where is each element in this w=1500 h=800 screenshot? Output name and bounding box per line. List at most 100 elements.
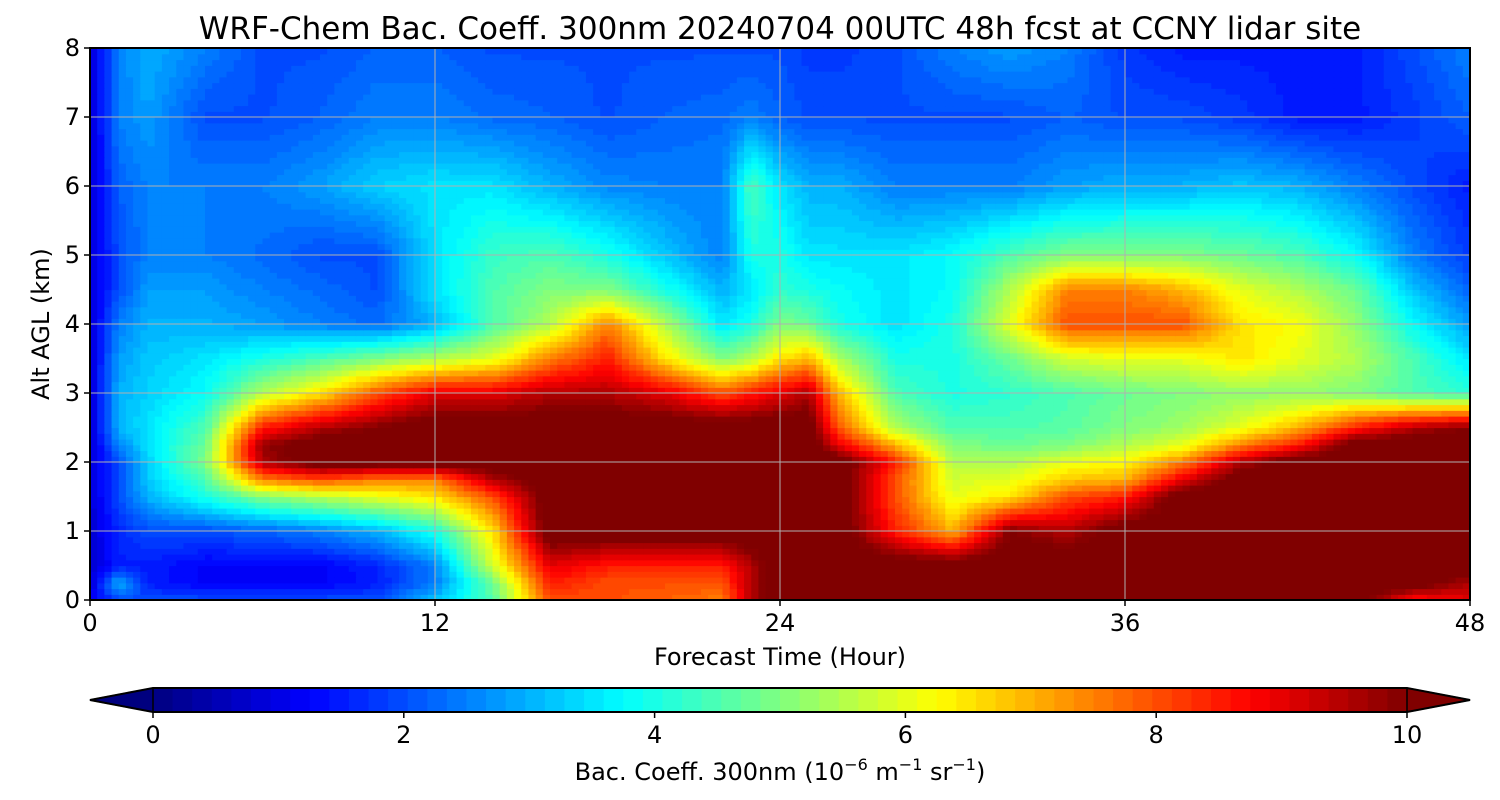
heatmap-cell xyxy=(988,496,997,503)
heatmap-cell xyxy=(585,502,594,509)
heatmap-cell xyxy=(449,513,458,521)
heatmap-cell xyxy=(406,467,415,475)
heatmap-cell xyxy=(974,594,982,601)
heatmap-cell xyxy=(801,548,810,555)
heatmap-cell xyxy=(514,554,522,561)
heatmap-cell xyxy=(1369,571,1378,578)
heatmap-cell xyxy=(298,513,307,521)
heatmap-cell xyxy=(1376,485,1385,492)
heatmap-cell xyxy=(521,531,530,538)
heatmap-cell xyxy=(111,502,120,509)
heatmap-cell xyxy=(190,536,199,544)
heatmap-cell xyxy=(787,559,795,567)
heatmap-cell xyxy=(1340,554,1349,561)
heatmap-cell xyxy=(169,485,177,492)
heatmap-cell xyxy=(923,594,932,601)
heatmap-cell xyxy=(1139,542,1148,549)
heatmap-cell xyxy=(1455,588,1464,595)
heatmap-cell xyxy=(550,462,558,469)
heatmap-cell xyxy=(621,456,630,463)
heatmap-cell xyxy=(535,571,544,578)
heatmap-cell xyxy=(938,519,946,526)
heatmap-cell xyxy=(959,588,968,595)
heatmap-cell xyxy=(355,588,364,595)
heatmap-cell xyxy=(1160,502,1169,509)
heatmap-cell xyxy=(442,594,450,601)
heatmap-cell xyxy=(1189,485,1198,492)
heatmap-cell xyxy=(535,462,544,469)
heatmap-cell xyxy=(571,577,580,584)
heatmap-cell xyxy=(1240,582,1248,590)
heatmap-cell xyxy=(1362,554,1370,561)
heatmap-cell xyxy=(758,496,767,503)
heatmap-cell xyxy=(391,519,400,526)
heatmap-cell xyxy=(593,502,601,509)
heatmap-cell xyxy=(1168,473,1176,480)
heatmap-cell xyxy=(708,456,716,463)
heatmap-cell xyxy=(1448,485,1457,492)
heatmap-cell xyxy=(1462,594,1471,601)
heatmap-cell xyxy=(1168,496,1176,503)
heatmap-cell xyxy=(1096,519,1105,526)
heatmap-cell xyxy=(125,519,134,526)
heatmap-cell xyxy=(895,571,903,578)
heatmap-cell xyxy=(1268,519,1277,526)
heatmap-cell xyxy=(1168,536,1176,544)
heatmap-cell xyxy=(140,571,149,578)
heatmap-cell xyxy=(578,588,587,595)
heatmap-cell xyxy=(1153,485,1162,492)
heatmap-cell xyxy=(700,496,709,503)
heatmap-cell xyxy=(700,462,709,469)
heatmap-cell xyxy=(643,559,652,567)
heatmap-cell xyxy=(729,531,738,538)
heatmap-cell xyxy=(449,479,458,486)
heatmap-cell xyxy=(427,565,436,572)
heatmap-cell xyxy=(1319,490,1327,498)
heatmap-cell xyxy=(772,485,781,492)
heatmap-cell xyxy=(298,571,307,578)
heatmap-cell xyxy=(751,450,760,457)
heatmap-cell xyxy=(722,536,731,544)
heatmap-cell xyxy=(1017,485,1025,492)
heatmap-cell xyxy=(607,473,616,480)
heatmap-cell xyxy=(312,467,321,475)
heatmap-cell xyxy=(298,462,307,469)
heatmap-cell xyxy=(751,456,760,463)
heatmap-cell xyxy=(528,462,537,469)
heatmap-cell xyxy=(521,571,530,578)
heatmap-cell xyxy=(197,490,206,498)
heatmap-cell xyxy=(1232,577,1241,584)
heatmap-cell xyxy=(506,577,515,584)
heatmap-cell xyxy=(938,502,946,509)
heatmap-cell xyxy=(571,565,580,572)
heatmap-cell xyxy=(564,542,573,549)
heatmap-cell xyxy=(794,496,803,503)
heatmap-cell xyxy=(621,554,630,561)
heatmap-cell xyxy=(248,519,256,526)
heatmap-cell xyxy=(693,467,702,475)
heatmap-cell xyxy=(341,536,350,544)
heatmap-cell xyxy=(981,502,990,509)
heatmap-cell xyxy=(1002,473,1011,480)
heatmap-cell xyxy=(1412,496,1421,503)
heatmap-cell xyxy=(528,536,537,544)
heatmap-cell xyxy=(700,559,709,567)
heatmap-cell xyxy=(708,548,716,555)
heatmap-cell xyxy=(988,519,997,526)
heatmap-cell xyxy=(1218,508,1227,515)
heatmap-cell xyxy=(1160,588,1169,595)
heatmap-cell xyxy=(514,490,522,498)
heatmap-cell xyxy=(1455,554,1464,561)
heatmap-cell xyxy=(859,588,867,595)
heatmap-cell xyxy=(499,513,508,521)
heatmap-cell xyxy=(269,513,278,521)
heatmap-cell xyxy=(837,565,846,572)
heatmap-cell xyxy=(219,490,228,498)
heatmap-cell xyxy=(780,594,788,601)
heatmap-cell xyxy=(1204,531,1212,538)
heatmap-cell xyxy=(1398,525,1406,532)
heatmap-cell xyxy=(1390,513,1399,521)
heatmap-cell xyxy=(585,519,594,526)
heatmap-cell xyxy=(312,479,321,486)
heatmap-cell xyxy=(492,559,501,567)
